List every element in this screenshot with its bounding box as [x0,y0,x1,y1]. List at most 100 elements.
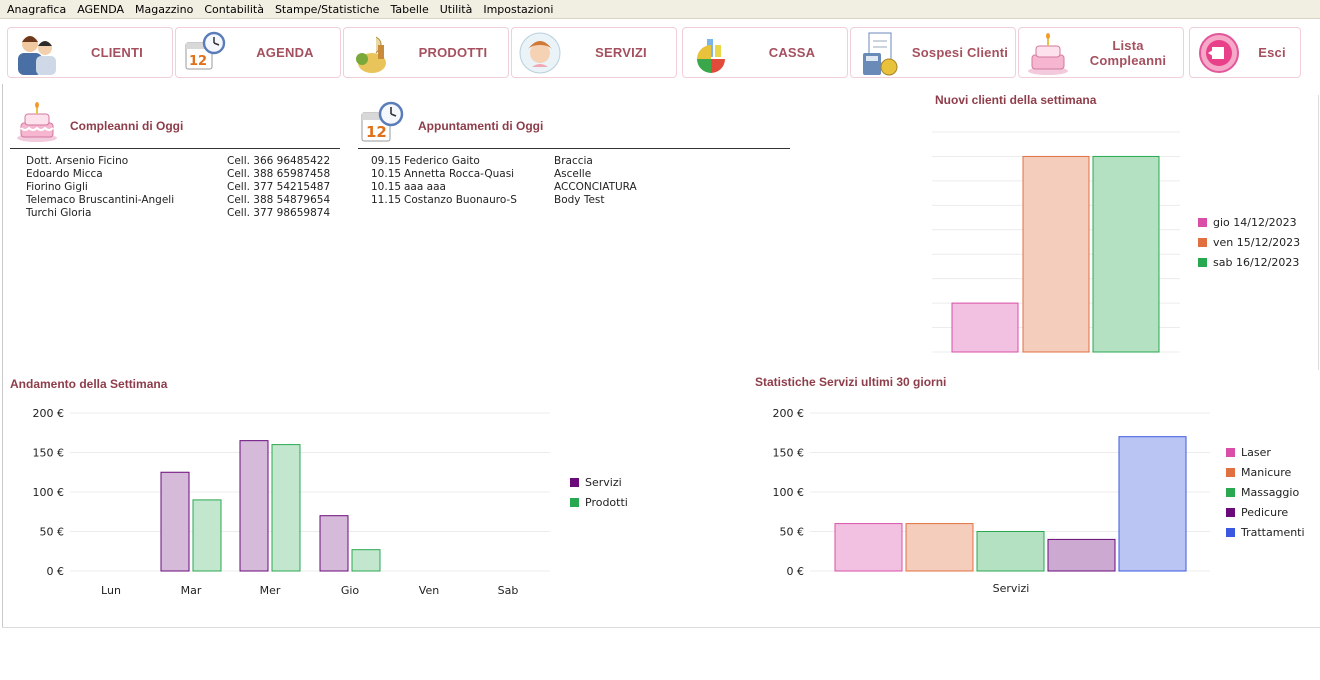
x-tick-label: Lun [101,584,121,597]
toolbar-button-label: Lista Compleanni [1089,37,1167,68]
services-stats-chart: 0 € 50 € 100 € 150 € 200 € Servizi [773,407,1210,595]
birthdays-divider [10,148,340,149]
toolbar-button-servizi[interactable]: SERVIZI [511,27,677,78]
y-tick-label: 0 € [787,565,805,578]
appointment-row[interactable]: 10.15 Annetta Rocca-Quasi Ascelle [371,168,791,181]
toolbar-button-label: CASSA [768,45,816,60]
birthday-cake-icon [1023,29,1073,77]
legend-swatch [1226,467,1235,477]
legend-item: Manicure [1226,462,1305,482]
birthday-name: Telemaco Bruscantini-Angeli [26,194,175,206]
bar-servizi-1 [160,471,190,572]
y-tick-label: 200 € [773,407,805,420]
birthday-row[interactable]: Turchi Gloria Cell. 377 98659874 [26,207,346,220]
legend-swatch [1226,507,1235,517]
appointment-client: Costanzo Buonauro-S [404,194,517,206]
birthday-name: Fiorino Gigli [26,181,88,193]
birthday-row[interactable]: Edoardo Micca Cell. 388 65987458 [26,168,346,181]
x-tick-label: Servizi [993,582,1030,595]
toolbar-button-prodotti[interactable]: PRODOTTI [343,27,509,78]
y-tick-label: 150 € [773,447,805,460]
toolbar-button-lista-compleanni[interactable]: Lista Compleanni [1018,27,1184,78]
legend-item: Pedicure [1226,502,1305,522]
legend-label: Trattamenti [1241,525,1305,539]
appointment-client: aaa aaa [404,181,446,193]
bar-2 [1092,155,1160,353]
menu-item-tabelle[interactable]: Tabelle [390,2,429,16]
legend-swatch [1198,237,1207,247]
legend-label: Servizi [585,475,622,489]
toolbar-button-label: SERVIZI [595,45,647,60]
week-trend-legend: Servizi Prodotti [570,472,628,512]
bar-prodotti-3 [351,549,381,572]
birthday-phone: Cell. 377 98659874 [227,207,331,219]
toolbar-button-label: Esci [1258,45,1286,60]
legend-swatch [1226,487,1235,497]
birthdays-title: Compleanni di Oggi [70,119,184,133]
panel-border-bottom [2,627,1320,628]
legend-item: ven 15/12/2023 [1198,232,1300,252]
legend-label: sab 16/12/2023 [1213,255,1300,269]
toolbar-button-clienti[interactable]: CLIENTI [7,27,173,78]
services-stats-legend: Laser Manicure Massaggio Pedicure Trattament… [1226,442,1305,542]
bar-laser [834,523,903,572]
x-tick-label: Sab [498,584,519,597]
products-icon [348,29,398,77]
legend-item: Trattamenti [1226,522,1305,542]
y-tick-label: 50 € [40,526,65,539]
appointment-row[interactable]: 09.15 Federico Gaito Braccia [371,155,791,168]
menu-item-agenda[interactable]: AGENDA [77,2,125,16]
bar-prodotti-2 [271,444,301,572]
birthday-row[interactable]: Fiorino Gigli Cell. 377 54215487 [26,181,346,194]
services-stats-chart-title: Statistiche Servizi ultimi 30 giorni [755,375,947,389]
legend-label: Laser [1241,445,1271,459]
services-icon [516,29,566,77]
appointment-service: Braccia [554,155,593,167]
birthday-cake-icon [14,101,60,143]
new-clients-chart-title: Nuovi clienti della settimana [935,93,1097,107]
legend-label: Massaggio [1241,485,1300,499]
birthday-name: Dott. Arsenio Ficino [26,155,129,167]
y-tick-label: 100 € [33,486,65,499]
legend-item: sab 16/12/2023 [1198,252,1300,272]
birthday-phone: Cell. 366 96485422 [227,155,331,167]
legend-label: gio 14/12/2023 [1213,215,1297,229]
y-tick-label: 50 € [780,526,805,539]
toolbar-button-sospesi-clienti[interactable]: Sospesi Clienti [850,27,1016,78]
appointment-row[interactable]: 11.15 Costanzo Buonauro-S Body Test [371,194,791,207]
toolbar-button-cassa[interactable]: CASSA [682,27,848,78]
bar-1 [1022,155,1090,353]
menu-item-utilit-[interactable]: Utilità [439,2,473,16]
week-trend-chart-title: Andamento della Settimana [10,377,168,391]
bar-prodotti-1 [192,499,222,572]
appointment-client: Federico Gaito [404,155,480,167]
birthday-row[interactable]: Dott. Arsenio Ficino Cell. 366 96485422 [26,155,346,168]
appointments-divider [358,148,790,149]
appointment-service: Ascelle [554,168,592,180]
toolbar-button-label: Sospesi Clienti [911,45,1009,60]
appointment-row[interactable]: 10.15 aaa aaa ACCONCIATURA [371,181,791,194]
week-trend-chart: 0 € 50 € 100 € 150 € 200 € Lun Mar Mer Gio Ven Sab [33,407,550,597]
panel-border-left [2,84,3,628]
toolbar-button-esci[interactable]: Esci [1189,27,1301,78]
menu-item-anagrafica[interactable]: Anagrafica [7,2,67,16]
appointments-title: Appuntamenti di Oggi [418,119,544,133]
legend-swatch [1226,447,1235,457]
menu-item-contabilit-[interactable]: Contabilità [204,2,264,16]
menu-item-magazzino[interactable]: Magazzino [135,2,194,16]
bar-trattamenti [1118,436,1187,572]
birthday-row[interactable]: Telemaco Bruscantini-Angeli Cell. 388 548… [26,194,346,207]
exit-icon [1194,29,1244,77]
toolbar-button-agenda[interactable]: 12 AGENDA [175,27,341,78]
bar-servizi-2 [239,440,269,572]
birthday-phone: Cell. 388 65987458 [227,168,331,180]
main-toolbar: CLIENTI 12 AGENDA PRODOTTI SERVIZI CASSA Sospe… [0,20,1320,84]
legend-swatch [1198,217,1207,227]
birthday-name: Turchi Gloria [26,207,92,219]
menu-item-stampe-statistiche[interactable]: Stampe/Statistiche [274,2,380,16]
legend-label: Manicure [1241,465,1292,479]
calendar-clock-icon: 12 [180,29,230,77]
appointment-service: Body Test [554,194,605,206]
menu-item-impostazioni[interactable]: Impostazioni [483,2,554,16]
appointment-service: ACCONCIATURA [554,181,637,193]
